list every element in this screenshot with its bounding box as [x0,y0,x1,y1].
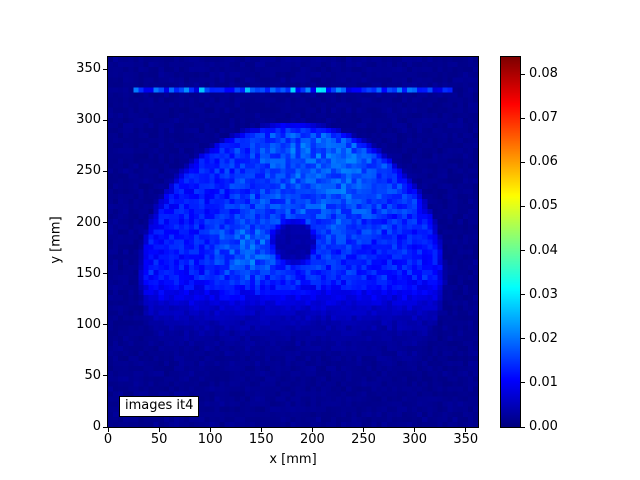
y-tick-mark [103,170,107,172]
colorbar-tick-label: 0.05 [529,198,558,214]
y-tick-mark [103,426,107,428]
colorbar-tick-mark [521,161,525,163]
x-tick-label: 0 [103,432,113,447]
colorbar-tick-mark [521,73,525,75]
x-tick-mark [465,428,467,432]
colorbar-tick-mark [521,294,525,296]
x-tick-label: 350 [453,432,479,447]
colorbar-tick-label: 0.02 [529,330,558,346]
y-axis-label: y [mm] [48,216,64,264]
colorbar-tick-label: 0.07 [529,110,558,126]
x-tick-label: 200 [299,432,325,447]
annotation-label: images it4 [125,398,194,413]
colorbar [500,56,521,428]
colorbar-tick-mark [521,382,525,384]
x-tick-label: 150 [248,432,274,447]
y-tick-mark [103,324,107,326]
x-tick-mark [414,428,416,432]
y-tick-mark [103,273,107,275]
x-tick-label: 100 [197,432,223,447]
x-tick-mark [209,428,211,432]
x-axis-label: x [mm] [269,452,317,467]
y-tick-label: 0 [92,419,101,434]
x-tick-mark [363,428,365,432]
colorbar-tick-mark [521,338,525,340]
y-tick-mark [103,119,107,121]
colorbar-tick-label: 0.08 [529,66,558,82]
colorbar-tick-label: 0.03 [529,286,558,302]
y-tick-label: 50 [84,367,101,383]
colorbar-tick-mark [521,205,525,207]
x-tick-mark [260,428,262,432]
x-tick-mark [311,428,313,432]
colorbar-tick-label: 0.04 [529,242,558,258]
y-tick-label: 150 [76,265,101,281]
annotation-box: images it4 [119,396,200,417]
colorbar-tick-mark [521,117,525,119]
y-tick-label: 250 [76,163,101,179]
y-tick-mark [103,222,107,224]
colorbar-tick-label: 0.06 [529,154,558,170]
x-tick-label: 250 [351,432,376,447]
heatmap-image [108,57,478,427]
x-tick-mark [107,428,109,432]
y-tick-mark [103,68,107,70]
colorbar-tick-mark [521,250,525,252]
y-tick-mark [103,375,107,377]
y-tick-label: 350 [76,61,101,77]
y-tick-label: 300 [76,112,101,128]
colorbar-tick-label: 0.00 [529,419,558,434]
x-tick-mark [158,428,160,432]
y-tick-label: 200 [76,214,101,230]
plot-area: images it4 [107,56,479,428]
colorbar-tick-mark [521,426,525,428]
y-tick-label: 100 [76,316,101,332]
colorbar-gradient [501,57,520,427]
x-tick-label: 300 [402,432,428,447]
colorbar-tick-label: 0.01 [529,374,558,390]
x-tick-label: 50 [150,432,168,447]
